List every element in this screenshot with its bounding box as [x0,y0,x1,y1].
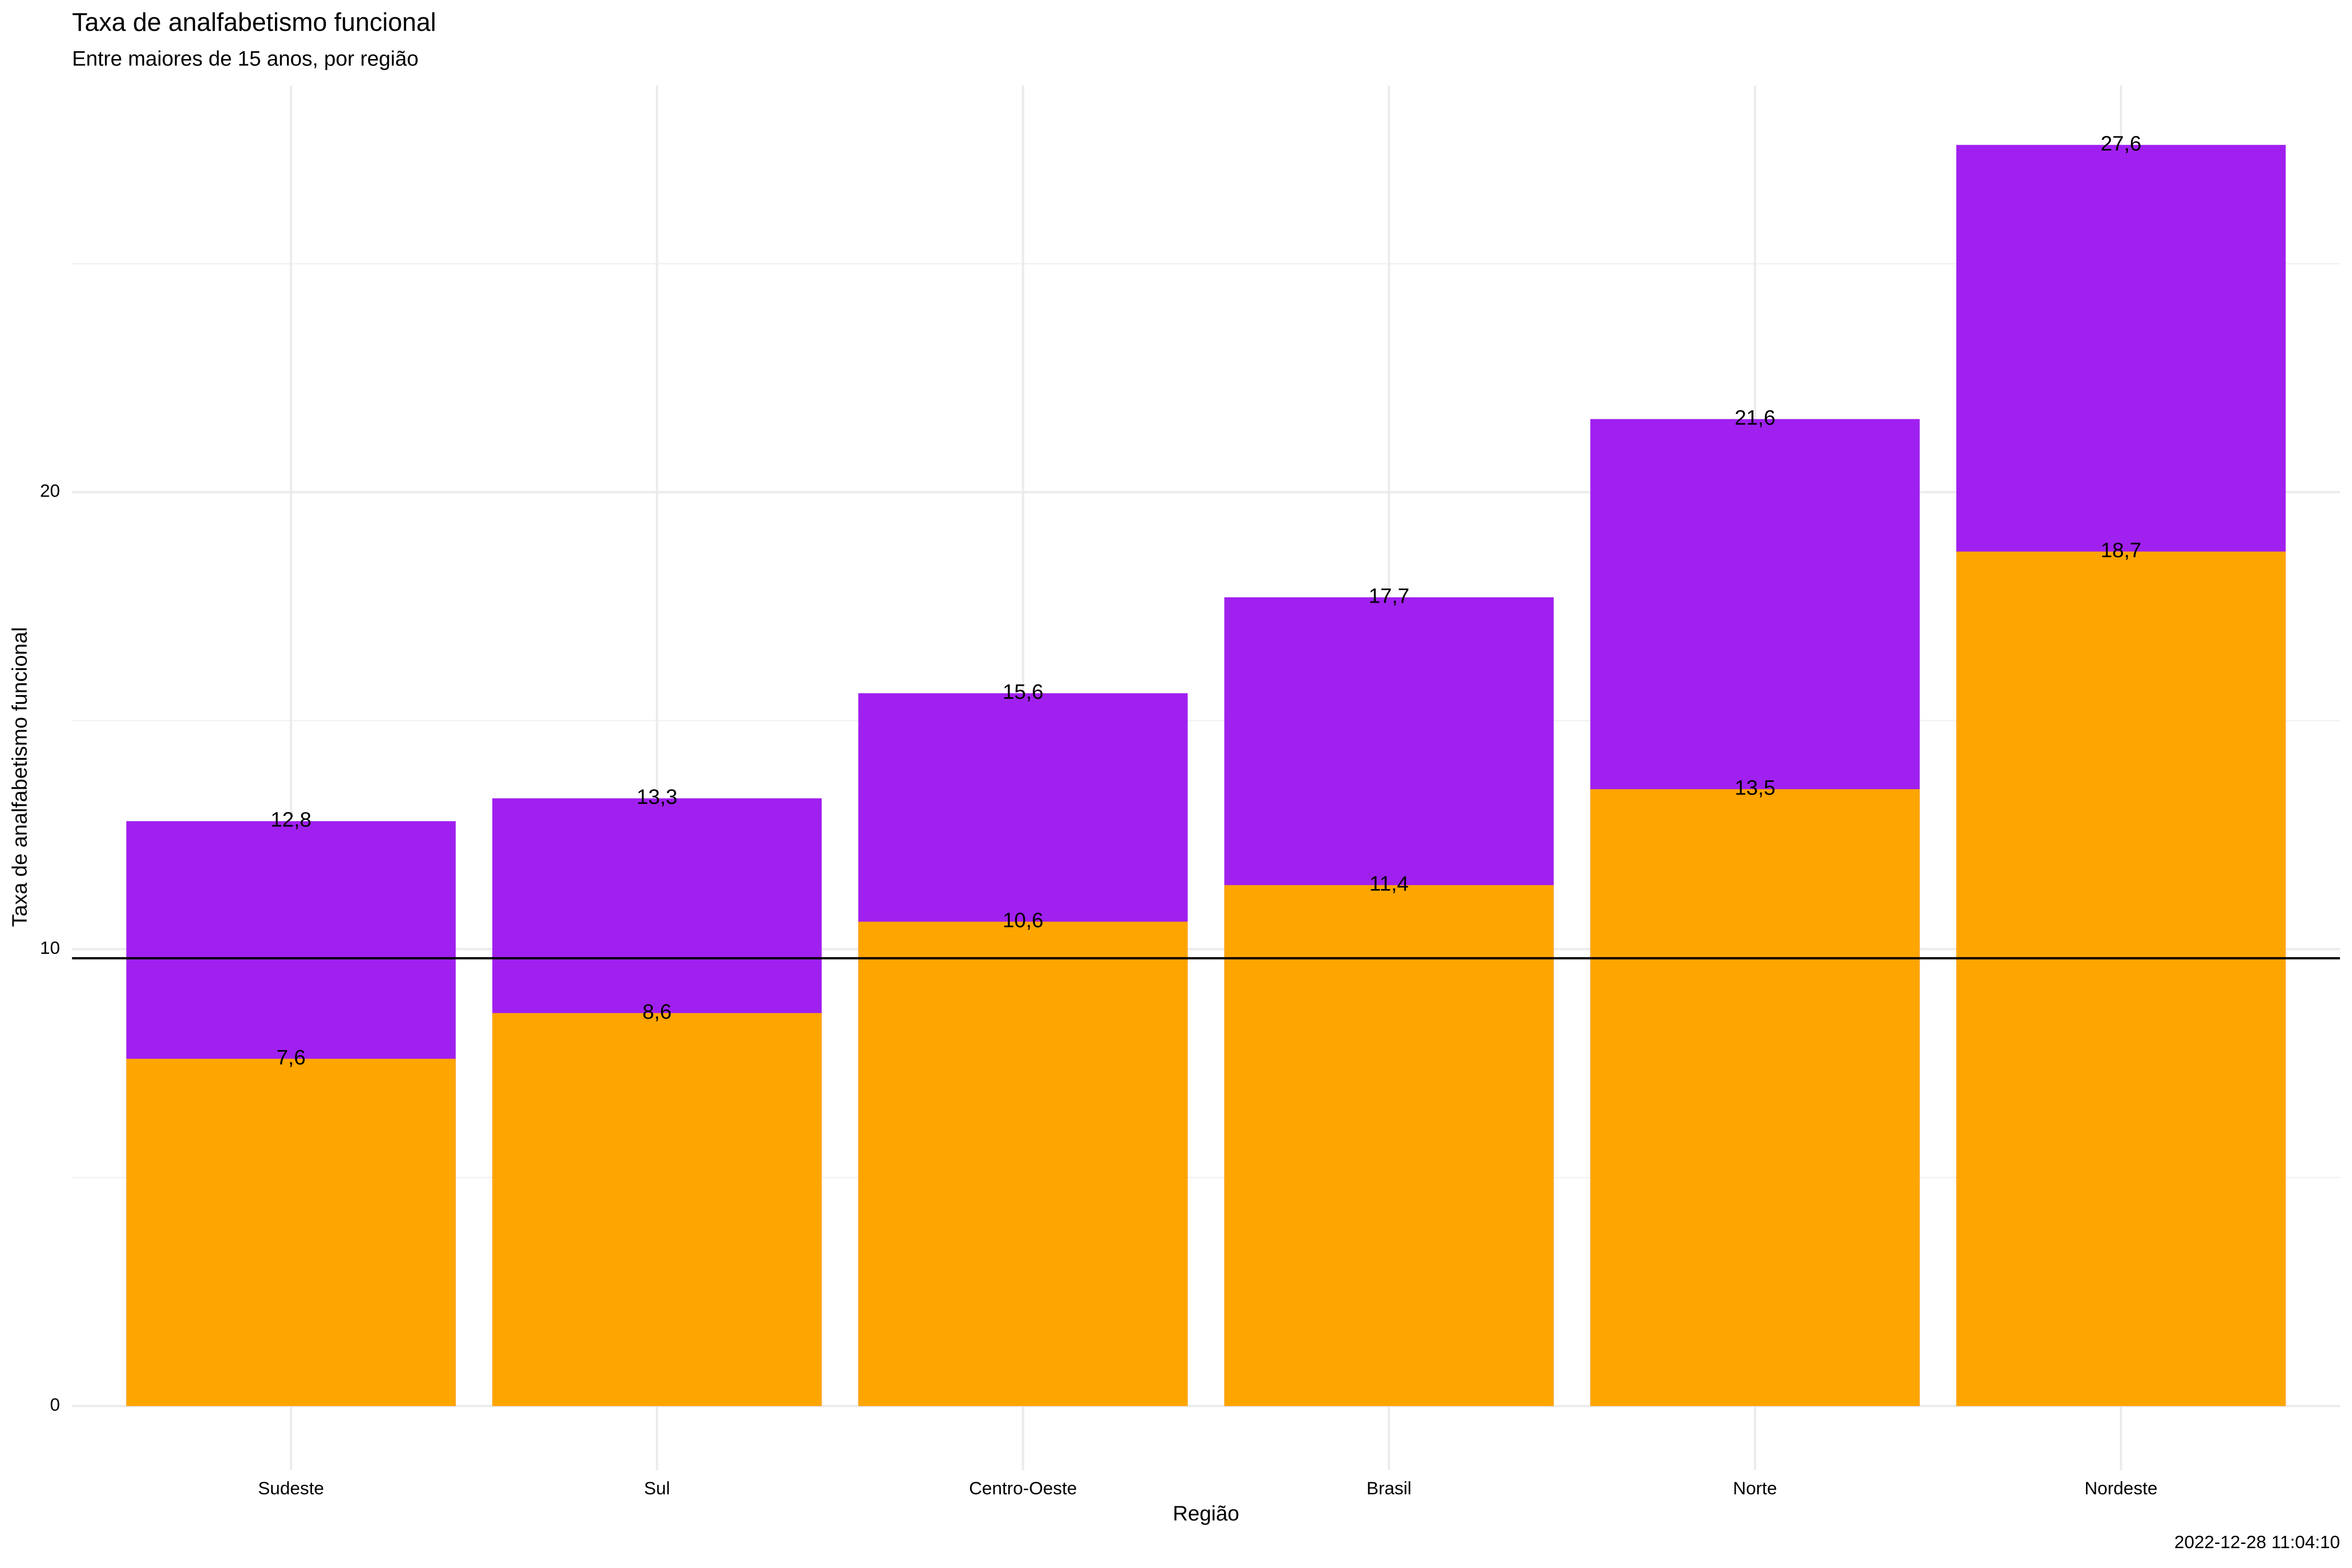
bar [858,921,1188,1406]
x-tick-label: Sul [644,1479,670,1498]
x-tick-label: Sudeste [258,1479,324,1498]
bar [492,1013,822,1406]
value-label: 13,5 [1735,776,1775,800]
chart-subtitle: Entre maiores de 15 anos, por região [72,47,419,70]
bar [1590,789,1920,1406]
value-label: 15,6 [1002,680,1043,704]
caption: 2022-12-28 11:04:10 [2174,1532,2340,1552]
bar [1224,885,1554,1406]
bar [1956,551,2286,1406]
value-label: 10,6 [1002,908,1043,932]
x-tick-label: Brasil [1366,1479,1411,1498]
chart-title: Taxa de analfabetismo funcional [72,8,436,37]
x-tick-label: Norte [1733,1479,1777,1498]
y-tick-label: 20 [40,481,60,501]
y-tick-label: 10 [40,938,60,958]
value-label: 27,6 [2101,132,2141,155]
x-tick-label: Nordeste [2084,1479,2158,1498]
value-label: 12,8 [271,808,312,832]
bar [126,1058,456,1406]
y-axis-label: Taxa de analfabetismo funcional [8,627,31,927]
y-tick-label: 0 [50,1395,60,1415]
value-label: 8,6 [642,1000,672,1023]
value-label: 21,6 [1735,406,1775,429]
value-label: 18,7 [2101,538,2141,562]
value-label: 7,6 [276,1045,306,1069]
x-tick-label: Centro-Oeste [969,1479,1077,1498]
value-label: 11,4 [1369,872,1409,895]
x-axis-label: Região [1173,1502,1239,1525]
value-label: 13,3 [637,785,677,809]
value-label: 17,7 [1368,584,1409,607]
